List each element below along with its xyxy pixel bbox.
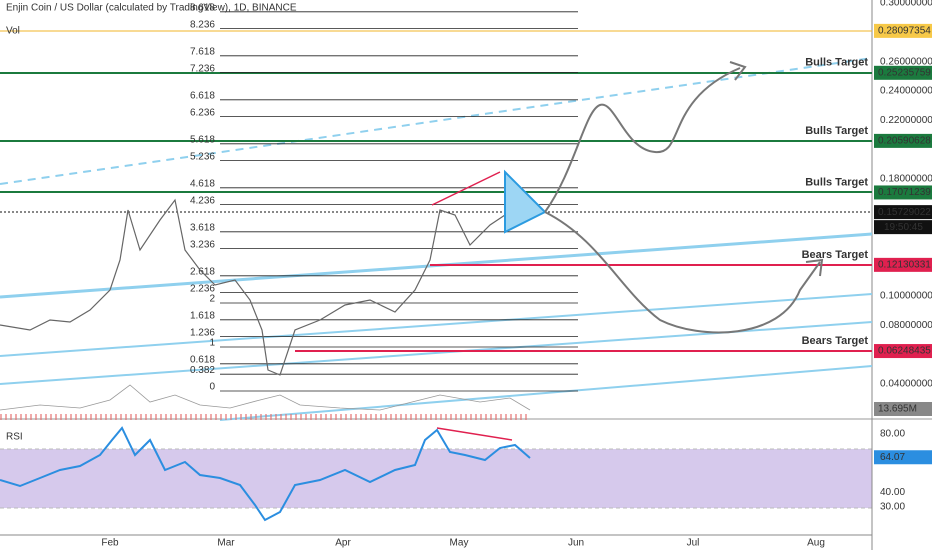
time-axis-label: Mar xyxy=(217,538,235,549)
trend-line xyxy=(219,365,873,421)
target-label: Bulls Target xyxy=(805,176,868,188)
price-tag-label: 0.17071239 xyxy=(878,187,931,198)
price-axis-label: 0.24000000 xyxy=(880,86,932,97)
rsi-label: RSI xyxy=(6,432,23,443)
price-axis-label: 0.04000000 xyxy=(880,379,932,390)
price-candles xyxy=(0,198,541,376)
time-axis-label: Feb xyxy=(101,538,119,549)
price-tag xyxy=(874,65,932,80)
fib-label: 2.236 xyxy=(190,283,215,294)
time-axis-label: Apr xyxy=(335,538,351,549)
arrow-head xyxy=(805,258,824,277)
price-tag-label: 0.12130331 xyxy=(878,260,931,271)
trend-line xyxy=(0,293,873,357)
fib-label: 3.618 xyxy=(190,222,215,233)
fib-label: 7.236 xyxy=(190,63,215,74)
bull-projection xyxy=(544,67,741,213)
price-tag-label: 0.28097354 xyxy=(878,26,931,37)
rsi-tag xyxy=(874,450,932,465)
countdown: 19:50:45 xyxy=(884,222,923,233)
fib-label: 7.618 xyxy=(190,46,215,57)
price-axis-label: 0.08000000 xyxy=(880,320,932,331)
rsi-axis-label: 30.00 xyxy=(880,502,905,513)
target-label: Bears Target xyxy=(802,335,869,347)
fib-label: 6.236 xyxy=(190,107,215,118)
volume-line xyxy=(0,384,531,411)
fib-label: 1.236 xyxy=(190,327,215,338)
divergence-line xyxy=(436,427,513,441)
fib-label: 0.382 xyxy=(190,365,215,376)
time-axis-label: Jul xyxy=(687,538,700,549)
volume-label: Vol xyxy=(6,26,20,37)
price-tag xyxy=(874,257,932,272)
volume-tag xyxy=(874,402,932,416)
fib-label: 0.618 xyxy=(190,354,215,365)
fib-label: 2 xyxy=(209,294,215,305)
price-tag xyxy=(874,205,932,220)
price-tag xyxy=(874,185,932,200)
time-axis-label: Aug xyxy=(807,538,825,549)
trend-lines xyxy=(0,57,873,421)
triangle-pattern xyxy=(504,169,547,234)
fib-label: 5.236 xyxy=(190,151,215,162)
fib-label: 8.618 xyxy=(190,2,215,13)
fib-label: 1 xyxy=(209,338,215,349)
fib-label: 1.618 xyxy=(190,310,215,321)
rsi-axis-label: 80.00 xyxy=(880,429,905,440)
target-label: Bulls Target xyxy=(805,125,868,137)
price-tag xyxy=(874,133,932,148)
arrow-head xyxy=(729,61,747,81)
fib-label: 3.236 xyxy=(190,239,215,250)
price-axis-label: 0.26000000 xyxy=(880,56,932,67)
rsi-line xyxy=(0,426,531,522)
target-label: Bears Target xyxy=(802,249,869,261)
volume-tag-label: 13.695M xyxy=(878,404,917,415)
price-tag-label: 0.20590628 xyxy=(878,136,931,147)
rsi-axis-label: 40.00 xyxy=(880,487,905,498)
time-axis-label: May xyxy=(450,538,469,549)
fib-label: 0 xyxy=(209,382,215,393)
fib-label: 6.618 xyxy=(190,90,215,101)
bear-projection xyxy=(544,211,821,334)
divergence-line xyxy=(431,171,501,206)
price-tag-label: 0.25235759 xyxy=(878,67,931,78)
rsi-band xyxy=(0,449,872,508)
price-tag-label: 0.06248435 xyxy=(878,346,931,357)
fib-label: 8.236 xyxy=(190,19,215,30)
price-tag-label: 0.15729022 xyxy=(878,207,931,218)
labels: Enjin Coin / US Dollar (calculated by Tr… xyxy=(6,3,297,443)
header-title: Enjin Coin / US Dollar (calculated by Tr… xyxy=(6,3,297,14)
price-tag xyxy=(874,23,932,38)
fib-extension: 8.618 8.236 7.618 7.236 6.618 6.236 5.618 5.236… xyxy=(190,2,578,393)
rsi-tag-label: 64.07 xyxy=(880,452,905,463)
price-axis-label: 0.22000000 xyxy=(880,115,932,126)
countdown-tag xyxy=(874,220,932,235)
time-axis-label: Jun xyxy=(568,538,584,549)
trend-line-dashed xyxy=(0,57,873,185)
price-axis-label: 0.10000000 xyxy=(880,291,932,302)
fib-label: 4.236 xyxy=(190,195,215,206)
fib-label: 4.618 xyxy=(190,178,215,189)
target-label: Bulls Target xyxy=(805,57,868,69)
price-axis-label: 0.18000000 xyxy=(880,173,932,184)
price-axis-label: 0.30000000 xyxy=(880,0,932,9)
fib-label: 5.618 xyxy=(190,134,215,145)
price-tag xyxy=(874,344,932,359)
